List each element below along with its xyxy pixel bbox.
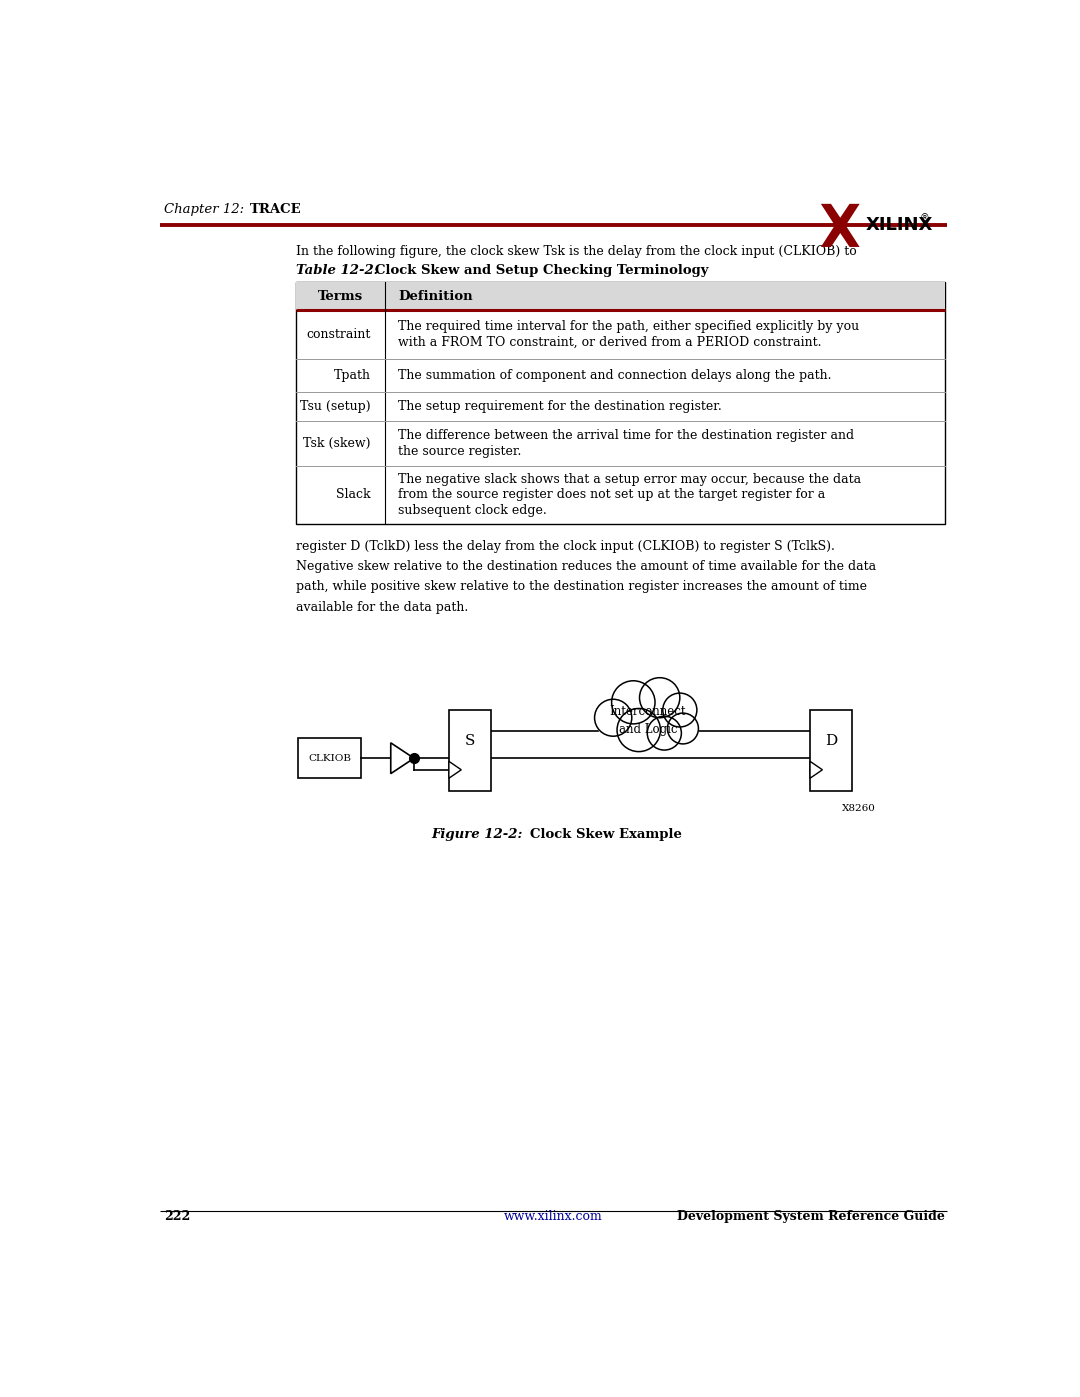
Text: The negative slack shows that a setup error may occur, because the data: The negative slack shows that a setup er… (399, 472, 862, 486)
Text: The difference between the arrival time for the destination register and: The difference between the arrival time … (399, 429, 854, 441)
Circle shape (667, 712, 699, 745)
Text: Definition: Definition (399, 289, 473, 303)
Text: Figure 12-2:: Figure 12-2: (431, 827, 523, 841)
Text: Clock Skew Example: Clock Skew Example (530, 827, 683, 841)
Text: Terms: Terms (318, 289, 363, 303)
Text: In the following figure, the clock skew Tsk is the delay from the clock input (C: In the following figure, the clock skew … (296, 244, 856, 257)
Text: the source register.: the source register. (399, 444, 522, 458)
Text: Chapter 12:: Chapter 12: (164, 203, 244, 215)
Text: The required time interval for the path, either specified explicitly by you: The required time interval for the path,… (399, 320, 860, 334)
Text: D: D (825, 735, 837, 749)
Circle shape (639, 678, 679, 718)
Text: CLKIOB: CLKIOB (308, 754, 351, 763)
Polygon shape (810, 761, 823, 778)
Text: The setup requirement for the destination register.: The setup requirement for the destinatio… (399, 400, 723, 414)
Text: and Logic: and Logic (619, 722, 677, 736)
Text: TRACE: TRACE (249, 203, 301, 215)
Text: 222: 222 (164, 1210, 191, 1224)
Text: ®: ® (920, 212, 930, 222)
Text: Development System Reference Guide: Development System Reference Guide (677, 1210, 945, 1224)
Text: Slack: Slack (336, 489, 370, 502)
Text: XILINX: XILINX (866, 217, 933, 235)
Circle shape (617, 708, 661, 752)
Text: X8260: X8260 (841, 805, 876, 813)
Text: Table 12-2:: Table 12-2: (296, 264, 379, 277)
Polygon shape (449, 761, 461, 778)
Bar (296, 282, 945, 524)
Text: Negative skew relative to the destination reduces the amount of time available f: Negative skew relative to the destinatio… (296, 560, 876, 573)
Text: constraint: constraint (307, 328, 370, 341)
Bar (298, 738, 362, 778)
Text: Tsu (setup): Tsu (setup) (300, 400, 370, 414)
Text: Interconnect: Interconnect (610, 705, 686, 718)
Text: www.xilinx.com: www.xilinx.com (504, 1210, 603, 1224)
Text: S: S (464, 735, 475, 749)
Text: available for the data path.: available for the data path. (296, 601, 469, 613)
Text: The summation of component and connection delays along the path.: The summation of component and connectio… (399, 369, 832, 381)
Text: subsequent clock edge.: subsequent clock edge. (399, 504, 548, 517)
Bar (449, 711, 490, 791)
Polygon shape (391, 743, 414, 774)
Text: from the source register does not set up at the target register for a: from the source register does not set up… (399, 489, 826, 502)
Circle shape (595, 700, 632, 736)
Text: with a FROM TO constraint, or derived from a PERIOD constraint.: with a FROM TO constraint, or derived fr… (399, 337, 822, 349)
Text: register D (TclkD) less the delay from the clock input (CLKIOB) to register S (T: register D (TclkD) less the delay from t… (296, 539, 835, 553)
Text: Tsk (skew): Tsk (skew) (303, 437, 370, 450)
Circle shape (647, 717, 681, 750)
Circle shape (663, 693, 697, 726)
Circle shape (611, 680, 656, 724)
Text: Tpath: Tpath (334, 369, 370, 381)
Polygon shape (821, 204, 860, 247)
Text: Clock Skew and Setup Checking Terminology: Clock Skew and Setup Checking Terminolog… (375, 264, 708, 277)
Bar (810, 711, 852, 791)
Bar (296, 282, 945, 310)
Text: path, while positive skew relative to the destination register increases the amo: path, while positive skew relative to th… (296, 580, 867, 594)
